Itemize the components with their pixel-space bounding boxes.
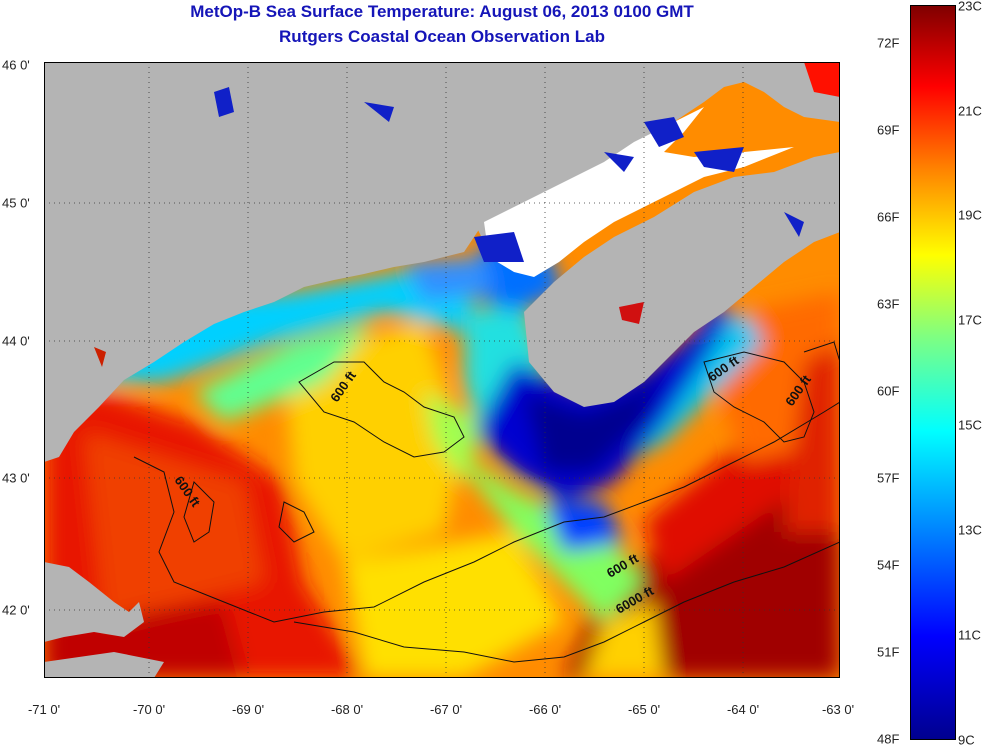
colorbar-c-tick: 21C [958, 103, 982, 119]
colorbar-f-tick: 57F [877, 470, 900, 486]
colorbar-f-tick: 69F [877, 122, 900, 138]
colorbar-f-tick: 54F [877, 557, 900, 573]
map-title: MetOp-B Sea Surface Temperature: August … [190, 2, 694, 21]
cloud-area [484, 107, 794, 277]
colorbar-c-tick: 11C [958, 627, 981, 643]
x-tick-label: -64 0' [726, 702, 760, 717]
colorbar-c-tick: 17C [958, 312, 982, 328]
y-tick-label: 43 0' [2, 470, 30, 486]
y-tick-label: 42 0' [2, 602, 30, 618]
x-tick-label: -65 0' [627, 702, 661, 717]
bathymetry-contours [133, 341, 840, 663]
sst-field: 600 ft 600 ft 600 ft 600 ft 600 ft 6000 … [44, 62, 840, 678]
colorbar-f-tick: 63F [877, 296, 900, 312]
colorbar-c-tick: 19C [958, 207, 982, 223]
temperature-colorbar [910, 5, 956, 740]
colorbar-f-tick: 72F [877, 35, 900, 51]
land-cape-cod [44, 562, 144, 642]
land-nova-scotia [524, 152, 840, 407]
x-tick-label: -63 0' [821, 702, 855, 717]
land-new-england [44, 62, 484, 462]
x-tick-label: -70 0' [132, 702, 166, 717]
colorbar-c-tick: 9C [958, 732, 975, 748]
map-subtitle: Rutgers Coastal Ocean Observation Lab [279, 27, 605, 46]
x-tick-label: -66 0' [528, 702, 562, 717]
y-tick-label: 44 0' [2, 333, 30, 349]
colorbar-f-tick: 51F [877, 644, 900, 660]
colorbar-c-tick: 23C [958, 0, 982, 14]
y-tick-label: 45 0' [2, 195, 30, 211]
sst-map: 600 ft 600 ft 600 ft 600 ft 600 ft 6000 … [44, 62, 840, 678]
x-tick-label: -68 0' [330, 702, 364, 717]
colorbar-f-tick: 66F [877, 209, 900, 225]
colorbar-c-tick: 15C [958, 417, 982, 433]
colorbar-f-tick: 48F [877, 731, 900, 747]
x-tick-label: -67 0' [429, 702, 463, 717]
colorbar-c-tick: 13C [958, 522, 982, 538]
colorbar-f-tick: 60F [877, 383, 900, 399]
y-tick-label: 46 0' [2, 57, 30, 73]
x-tick-label: -69 0' [231, 702, 265, 717]
x-tick-label: -71 0' [27, 702, 61, 717]
